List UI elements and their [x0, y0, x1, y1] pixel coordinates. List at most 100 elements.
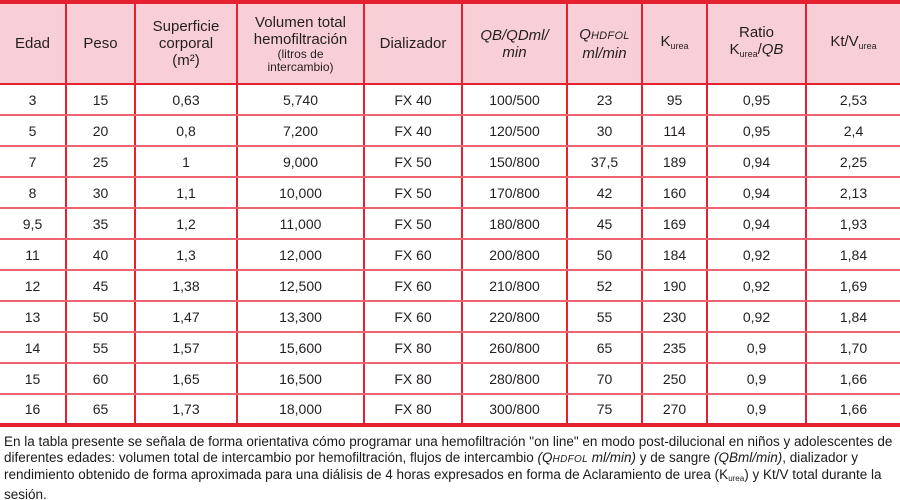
cell-volumen: 5,740	[236, 84, 364, 116]
cell-volumen: 13,300	[236, 301, 364, 333]
cell-peso: 60	[65, 363, 135, 395]
caption-qb: (QBml/min)	[714, 449, 783, 465]
table-row: 7 25 1 9,000 FX 50 150/800 37,5 189 0,94 2,25	[0, 146, 900, 178]
cell-qhdfol: 65	[566, 332, 642, 364]
cell-dializador: FX 60	[363, 239, 462, 271]
cell-dializador: FX 60	[363, 301, 462, 333]
caption-text: En la tabla presente se señala de forma …	[4, 434, 893, 465]
cell-ratio: 0,95	[706, 115, 806, 147]
cell-ktv: 2,53	[805, 84, 900, 116]
table-row: 15 60 1,65 16,500 FX 80 280/800 70 250 0,9 1,66	[0, 363, 900, 395]
cell-kurea: 250	[641, 363, 707, 395]
cell-kurea: 169	[641, 208, 707, 240]
cell-volumen: 12,000	[236, 239, 364, 271]
cell-superficie: 1,57	[134, 332, 237, 364]
cell-edad: 16	[0, 394, 66, 425]
cell-edad: 3	[0, 84, 66, 116]
cell-dializador: FX 80	[363, 332, 462, 364]
cell-superficie: 1,47	[134, 301, 237, 333]
cell-ratio: 0,94	[706, 177, 806, 209]
header-kurea: Kurea	[641, 2, 707, 85]
header-volumen: Volumen total hemofiltración (litros de …	[236, 2, 364, 85]
cell-ktv: 1,66	[805, 394, 900, 425]
cell-qhdfol: 75	[566, 394, 642, 425]
cell-dializador: FX 80	[363, 394, 462, 425]
cell-qhdfol: 55	[566, 301, 642, 333]
cell-volumen: 7,200	[236, 115, 364, 147]
cell-edad: 12	[0, 270, 66, 302]
cell-peso: 40	[65, 239, 135, 271]
cell-dializador: FX 50	[363, 208, 462, 240]
cell-superficie: 0,63	[134, 84, 237, 116]
cell-superficie: 1,2	[134, 208, 237, 240]
cell-superficie: 0,8	[134, 115, 237, 147]
table-row: 9,5 35 1,2 11,000 FX 50 180/800 45 169 0,94 1,93	[0, 208, 900, 240]
cell-ratio: 0,94	[706, 146, 806, 178]
table-row: 12 45 1,38 12,500 FX 60 210/800 52 190 0,92 1,69	[0, 270, 900, 302]
cell-qhdfol: 52	[566, 270, 642, 302]
hemofiltration-table: Edad Peso Superficie corporal (m²) Volum…	[0, 0, 900, 427]
cell-kurea: 114	[641, 115, 707, 147]
cell-dializador: FX 60	[363, 270, 462, 302]
table-row: 16 65 1,73 18,000 FX 80 300/800 75 270 0,9 1,66	[0, 394, 900, 425]
cell-edad: 5	[0, 115, 66, 147]
cell-qb-qd: 300/800	[461, 394, 567, 425]
cell-ratio: 0,95	[706, 84, 806, 116]
cell-edad: 15	[0, 363, 66, 395]
cell-volumen: 10,000	[236, 177, 364, 209]
cell-dializador: FX 50	[363, 177, 462, 209]
cell-qhdfol: 45	[566, 208, 642, 240]
cell-kurea: 189	[641, 146, 707, 178]
cell-edad: 14	[0, 332, 66, 364]
cell-superficie: 1,65	[134, 363, 237, 395]
cell-edad: 9,5	[0, 208, 66, 240]
caption-qhdfol: (QHDFOL ml/min)	[537, 449, 636, 465]
table-header: Edad Peso Superficie corporal (m²) Volum…	[0, 2, 900, 85]
table-row: 3 15 0,63 5,740 FX 40 100/500 23 95 0,95 2,53	[0, 84, 900, 116]
cell-ratio: 0,92	[706, 239, 806, 271]
cell-volumen: 12,500	[236, 270, 364, 302]
cell-qb-qd: 100/500	[461, 84, 567, 116]
cell-peso: 50	[65, 301, 135, 333]
table-caption: En la tabla presente se señala de forma …	[4, 434, 893, 500]
header-edad: Edad	[0, 2, 66, 85]
header-peso: Peso	[65, 2, 135, 85]
cell-ktv: 1,93	[805, 208, 900, 240]
table-row: 14 55 1,57 15,600 FX 80 260/800 65 235 0,9 1,70	[0, 332, 900, 364]
caption-kurea-sub: urea	[728, 474, 745, 483]
cell-volumen: 16,500	[236, 363, 364, 395]
cell-ktv: 2,4	[805, 115, 900, 147]
cell-edad: 8	[0, 177, 66, 209]
cell-kurea: 95	[641, 84, 707, 116]
cell-edad: 13	[0, 301, 66, 333]
cell-superficie: 1,73	[134, 394, 237, 425]
cell-ktv: 1,70	[805, 332, 900, 364]
cell-superficie: 1,38	[134, 270, 237, 302]
cell-qb-qd: 170/800	[461, 177, 567, 209]
cell-kurea: 235	[641, 332, 707, 364]
cell-volumen: 9,000	[236, 146, 364, 178]
cell-volumen: 15,600	[236, 332, 364, 364]
cell-peso: 25	[65, 146, 135, 178]
cell-kurea: 270	[641, 394, 707, 425]
cell-ratio: 0,92	[706, 270, 806, 302]
cell-qhdfol: 42	[566, 177, 642, 209]
cell-dializador: FX 40	[363, 115, 462, 147]
table-row: 13 50 1,47 13,300 FX 60 220/800 55 230 0,92 1,84	[0, 301, 900, 333]
table-body: 3 15 0,63 5,740 FX 40 100/500 23 95 0,95 2,53 5 20…	[0, 84, 900, 425]
cell-peso: 35	[65, 208, 135, 240]
cell-dializador: FX 40	[363, 84, 462, 116]
cell-peso: 20	[65, 115, 135, 147]
table-row: 8 30 1,1 10,000 FX 50 170/800 42 160 0,94 2,13	[0, 177, 900, 209]
cell-peso: 55	[65, 332, 135, 364]
cell-ktv: 1,66	[805, 363, 900, 395]
cell-dializador: FX 50	[363, 146, 462, 178]
cell-qb-qd: 210/800	[461, 270, 567, 302]
cell-qb-qd: 260/800	[461, 332, 567, 364]
cell-qhdfol: 30	[566, 115, 642, 147]
cell-peso: 30	[65, 177, 135, 209]
header-dializador: Dializador	[363, 2, 462, 85]
cell-qhdfol: 50	[566, 239, 642, 271]
cell-qb-qd: 120/500	[461, 115, 567, 147]
cell-qb-qd: 220/800	[461, 301, 567, 333]
